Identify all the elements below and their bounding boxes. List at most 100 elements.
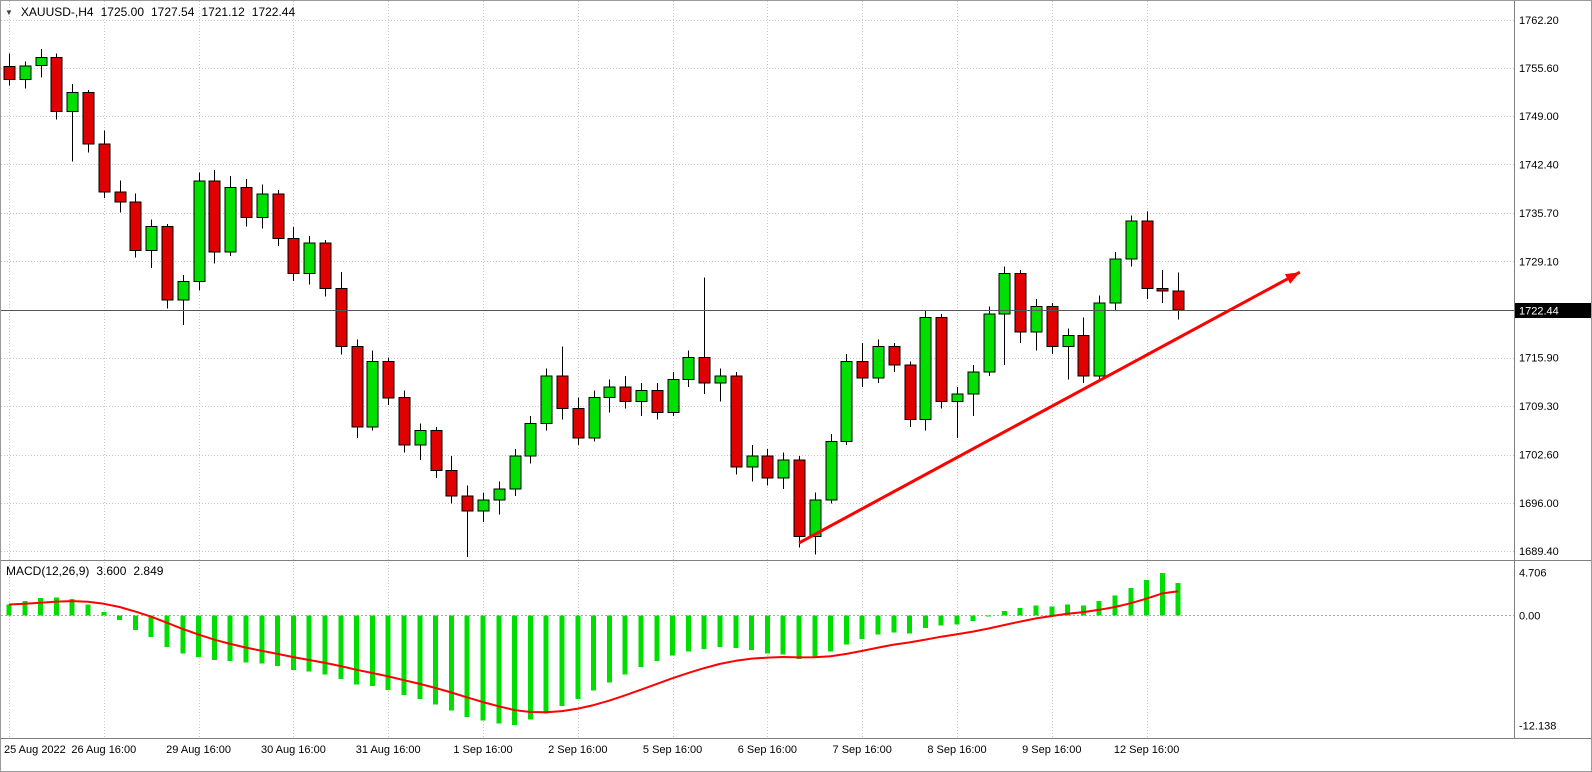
- macd-bar: [606, 615, 612, 683]
- macd-axis-label: 0.00: [1519, 610, 1540, 622]
- macd-bar: [954, 615, 960, 625]
- macd-bar: [259, 615, 265, 664]
- price-axis-label: 1715.90: [1519, 353, 1559, 365]
- candle-body: [240, 187, 253, 219]
- macd-bar: [970, 615, 976, 621]
- macd-bar: [22, 600, 28, 616]
- candle-body: [414, 430, 427, 446]
- macd-bar: [512, 615, 518, 726]
- candle-body: [256, 193, 269, 218]
- candle-body: [872, 346, 885, 379]
- candle-body: [572, 408, 585, 439]
- candle-body: [3, 66, 16, 81]
- macd-bar: [938, 615, 944, 626]
- candle-body: [1046, 306, 1059, 348]
- macd-histogram: [6, 572, 1181, 726]
- candle-body: [730, 375, 743, 468]
- macd-bar: [132, 615, 138, 630]
- macd-bar: [306, 615, 312, 672]
- candle-body: [129, 201, 142, 251]
- macd-bar: [1001, 610, 1007, 616]
- candle-body: [888, 346, 901, 366]
- macd-bar: [1112, 595, 1118, 616]
- macd-bar: [433, 615, 439, 705]
- macd-bar: [591, 615, 597, 691]
- macd-signal-line: [8, 590, 1179, 714]
- price-axis-label: 1696.00: [1519, 498, 1559, 510]
- candle-body: [682, 357, 695, 381]
- macd-bar: [385, 615, 391, 690]
- trend-arrow[interactable]: [798, 270, 1301, 545]
- macd-bar: [764, 615, 770, 654]
- candle-body: [761, 455, 774, 479]
- macd-bar: [53, 597, 59, 616]
- candle-body: [145, 225, 158, 251]
- candle-body: [50, 57, 63, 113]
- macd-bar: [6, 604, 12, 616]
- candle-body: [224, 187, 237, 253]
- macd-bar: [1175, 582, 1181, 616]
- macd-bar: [69, 599, 75, 616]
- candle-body: [398, 397, 411, 446]
- candle-body: [319, 242, 332, 289]
- candle-body: [177, 281, 190, 301]
- macd-bar: [1049, 606, 1055, 616]
- macd-bar: [448, 615, 454, 711]
- macd-bar: [275, 615, 281, 667]
- candle-body: [272, 193, 285, 240]
- grid-layer: [1, 1, 1514, 738]
- candle-body: [114, 191, 127, 203]
- macd-bar: [907, 615, 913, 634]
- macd-bar: [338, 615, 344, 679]
- collapse-chart-icon[interactable]: ▼: [5, 7, 13, 17]
- macd-bar: [211, 615, 217, 660]
- price-axis-label: 1755.60: [1519, 63, 1559, 75]
- macd-bar: [749, 615, 755, 650]
- macd-bar: [1017, 608, 1023, 616]
- price-axis-label: 1762.20: [1519, 15, 1559, 27]
- candle-body: [161, 225, 174, 301]
- price-axis-label: 1729.10: [1519, 256, 1559, 268]
- candle-body: [951, 393, 964, 402]
- candles-layer: [3, 49, 1185, 557]
- macd-bar: [796, 615, 802, 659]
- candle-body: [335, 287, 348, 348]
- macd-bar: [1080, 605, 1086, 616]
- macd-bar: [480, 615, 486, 721]
- candle-body: [193, 180, 206, 283]
- candle-body: [1014, 273, 1027, 333]
- candle-body: [1172, 290, 1185, 311]
- candle-body: [303, 242, 316, 275]
- candle-body: [82, 92, 95, 145]
- candle-body: [1062, 335, 1075, 348]
- time-axis-label: 6 Sep 16:00: [738, 744, 797, 756]
- macd-bar: [196, 615, 202, 658]
- macd-bar: [243, 615, 249, 663]
- time-axis-label: 7 Sep 16:00: [833, 744, 892, 756]
- time-axis-label: 9 Sep 16:00: [1022, 744, 1081, 756]
- time-axis-label: 25 Aug 2022: [4, 744, 66, 756]
- macd-bar: [559, 615, 565, 707]
- candle-body: [777, 459, 790, 479]
- candle-body: [66, 92, 79, 113]
- candle-body: [998, 273, 1011, 315]
- candle-body: [493, 488, 506, 501]
- time-axis-label: 30 Aug 16:00: [261, 744, 326, 756]
- time-axis-label: 5 Sep 16:00: [643, 744, 702, 756]
- candle-body: [825, 441, 838, 501]
- price-axis-label: 1742.40: [1519, 159, 1559, 171]
- macd-bar: [780, 615, 786, 655]
- candle-body: [840, 360, 853, 443]
- macd-bar: [148, 615, 154, 638]
- candle-body: [967, 371, 980, 395]
- macd-bar: [701, 615, 707, 649]
- macd-bar: [670, 615, 676, 656]
- macd-bar: [843, 615, 849, 645]
- candle-body: [35, 57, 48, 67]
- macd-bar: [543, 615, 549, 714]
- candle-body: [540, 375, 553, 424]
- candle-body: [983, 313, 996, 373]
- macd-bar: [875, 615, 881, 635]
- candle-body: [351, 346, 364, 428]
